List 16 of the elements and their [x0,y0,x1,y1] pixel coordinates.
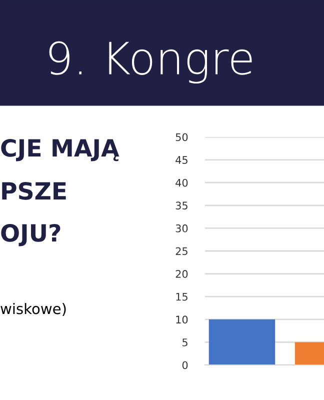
y-tick-label: 40 [176,178,188,187]
chart-title: 9. Kongre [49,41,252,84]
text: wiskowe) [0,302,66,316]
y-tick-label: 15 [176,292,188,301]
y-tick-label: 30 [176,224,188,232]
y-tick-label: 5 [182,338,188,346]
y-tick-label: 35 [176,202,188,210]
y-tick-label: 20 [176,270,188,278]
text: CJE MAJĄ [1,138,120,162]
y-tick-label: 50 [176,133,188,142]
text: PSZE [2,182,66,200]
y-tick-label: 0 [182,361,188,370]
y-tick-label: 25 [176,247,188,256]
y-tick-label: 45 [176,156,188,164]
y-tick-label: 10 [176,316,188,324]
text: OJU? [1,224,60,246]
